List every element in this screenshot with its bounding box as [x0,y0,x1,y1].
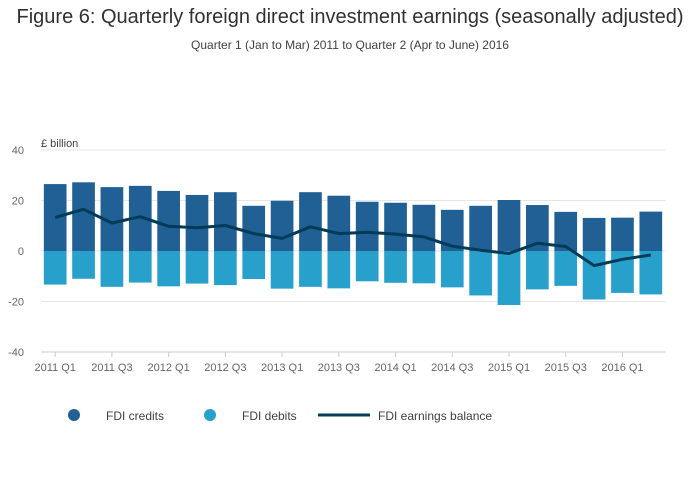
bar-debit [356,251,379,281]
bar-debit [384,251,407,283]
bar-credit [72,182,95,251]
x-tick-label: 2013 Q3 [318,362,360,374]
bar-credit [583,218,606,251]
bar-debit [498,251,521,305]
x-tick-label: 2012 Q1 [148,362,190,374]
y-tick-label: 0 [18,246,24,258]
bar-credit [611,218,634,251]
bar-debit [186,251,209,284]
x-tick-label: 2015 Q1 [488,362,530,374]
legend: FDI credits FDI debits FDI earnings bala… [68,409,492,423]
bar-debit [72,251,95,279]
bar-credit [242,206,265,251]
legend-debits-marker [204,409,216,421]
y-axis-label: £ billion [41,138,78,150]
bar-credit [44,184,67,251]
legend-credits-marker [68,409,80,421]
bar-credit [639,212,662,251]
x-tick-label: 2011 Q1 [34,362,75,374]
chart-area: 40 20 0 -20 -40 2011 Q1 2011 Q3 2012 Q1 2012 Q3 2… [0,0,700,502]
bar-debit [583,251,606,299]
bar-credit [413,205,436,251]
legend-credits-label: FDI credits [106,409,164,423]
x-tick-label: 2013 Q1 [261,362,303,374]
bar-debit [44,251,67,285]
bar-debit [441,251,464,287]
bar-debit [214,251,237,285]
legend-balance-label: FDI earnings balance [378,409,492,423]
bar-debit [299,251,322,287]
bar-debit [469,251,492,295]
x-tick-label: 2016 Q1 [601,362,643,374]
bar-debit [157,251,180,286]
bar-credit [384,203,407,251]
bar-debit [242,251,265,279]
bar-debit [129,251,152,283]
bar-debit [554,251,577,286]
bar-debit [101,251,124,287]
legend-debits-label: FDI debits [242,409,297,423]
bar-credit [327,196,350,251]
y-tick-label: 20 [12,196,24,208]
y-tick-label: 40 [12,145,24,157]
bar-credit [214,192,237,251]
bar-debit [526,251,549,289]
bar-credit [299,192,322,251]
x-tick-label: 2011 Q3 [91,362,132,374]
bar-credit [469,206,492,251]
bar-credit [186,195,209,251]
y-tick-label: -20 [8,297,24,309]
x-tick-label: 2014 Q1 [374,362,416,374]
x-tick-label: 2014 Q3 [431,362,473,374]
bar-credit [157,191,180,251]
x-tick-label: 2015 Q3 [545,362,587,374]
bar-credit [498,200,521,251]
bar-debit [413,251,436,283]
x-tick-label: 2012 Q3 [204,362,246,374]
bar-debit [327,251,350,288]
bar-credit [356,202,379,251]
y-tick-label: -40 [8,347,24,359]
bar-credit [271,201,294,251]
bar-debit [271,251,294,289]
